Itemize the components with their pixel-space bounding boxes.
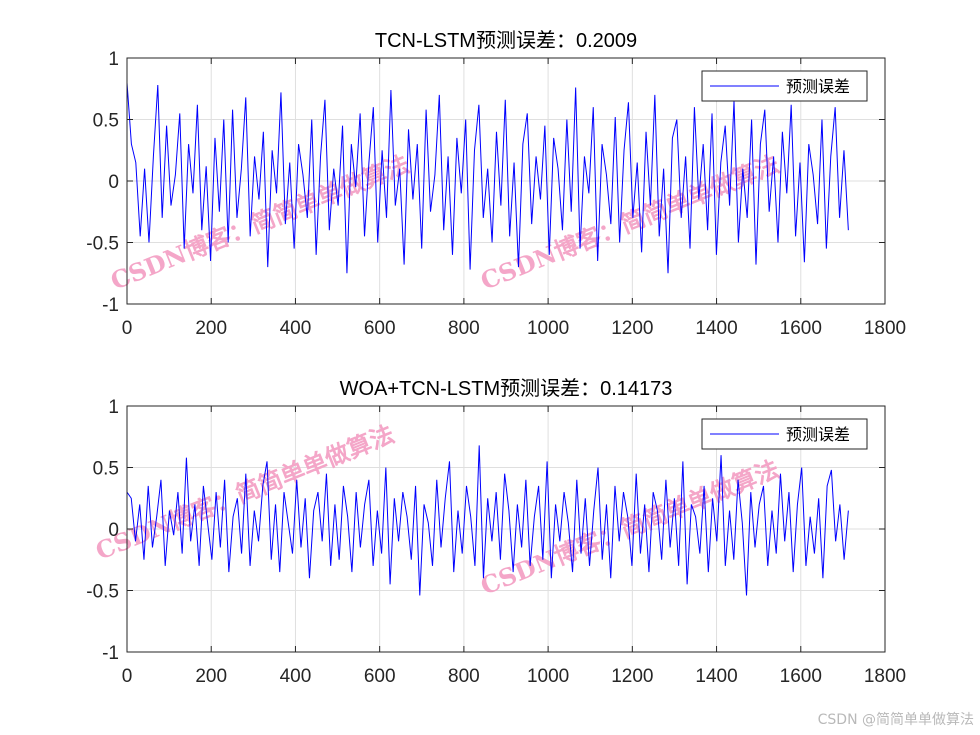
subplot-tcn-lstm: CSDN博客：简简单单做算法 CSDN博客：简简单单做算法 0 200 400 600… — [86, 29, 906, 339]
y-tick-label: 0.5 — [93, 459, 119, 480]
x-tick-label: 400 — [280, 666, 312, 687]
y-tick-label: 1 — [108, 49, 119, 70]
footer-watermark: CSDN @简简单单做算法 — [817, 712, 974, 728]
series-line-prediction-error — [126, 445, 849, 596]
y-tick-label: 0.5 — [93, 111, 119, 132]
legend[interactable]: 预测误差 — [701, 70, 868, 102]
legend-label: 预测误差 — [786, 77, 850, 96]
y-axis-ticks: -1 -0.5 0 0.5 1 — [86, 397, 885, 664]
x-tick-label: 200 — [195, 666, 227, 687]
x-tick-label: 1800 — [864, 666, 906, 687]
x-tick-label: 200 — [195, 318, 227, 339]
x-axis-ticks: 0 200 400 600 800 1000 1200 1400 1600 1800 — [122, 406, 906, 687]
chart-title: TCN-LSTM预测误差：0.2009 — [375, 29, 637, 52]
x-tick-label: 600 — [364, 318, 396, 339]
y-tick-label: 0 — [108, 520, 119, 541]
x-tick-label: 800 — [448, 666, 480, 687]
x-tick-label: 1600 — [780, 318, 822, 339]
x-tick-label: 400 — [280, 318, 312, 339]
y-tick-label: -1 — [102, 643, 119, 664]
x-tick-label: 1200 — [611, 666, 653, 687]
x-tick-label: 1000 — [527, 318, 569, 339]
chart-title: WOA+TCN-LSTM预测误差：0.14173 — [340, 377, 673, 400]
legend[interactable]: 预测误差 — [701, 418, 868, 450]
x-tick-label: 0 — [122, 666, 133, 687]
x-tick-label: 0 — [122, 318, 133, 339]
x-tick-label: 1800 — [864, 318, 906, 339]
x-tick-label: 1600 — [780, 666, 822, 687]
x-tick-label: 600 — [364, 666, 396, 687]
x-tick-label: 800 — [448, 318, 480, 339]
x-tick-label: 1400 — [695, 318, 737, 339]
x-tick-label: 1200 — [611, 318, 653, 339]
y-tick-label: -0.5 — [86, 234, 119, 255]
subplot-woa-tcn-lstm: CSDN博客：简简单单做算法 CSDN博客：简简单单做算法 0 200 400 600… — [86, 377, 906, 687]
legend-label: 预测误差 — [786, 425, 850, 444]
x-tick-label: 1000 — [527, 666, 569, 687]
y-tick-label: 1 — [108, 397, 119, 418]
y-tick-label: -0.5 — [86, 582, 119, 603]
y-tick-label: 0 — [108, 172, 119, 193]
y-axis-ticks: -1 -0.5 0 0.5 1 — [86, 49, 885, 316]
series-line-prediction-error — [126, 82, 849, 274]
x-tick-label: 1400 — [695, 666, 737, 687]
y-tick-label: -1 — [102, 295, 119, 316]
x-axis-ticks: 0 200 400 600 800 1000 1200 1400 1600 1800 — [122, 58, 906, 339]
